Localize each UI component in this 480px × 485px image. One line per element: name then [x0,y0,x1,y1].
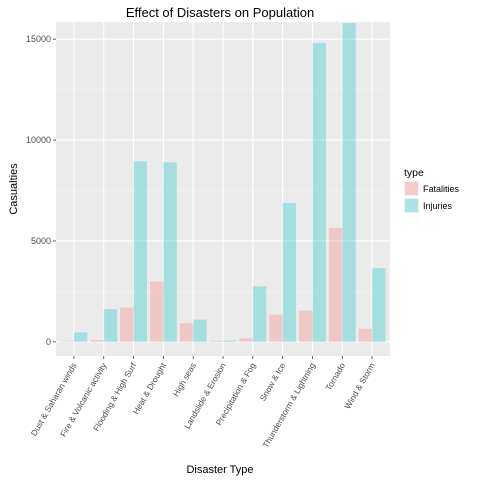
bar-fatalities-2 [120,307,134,342]
bar-fatalities-6 [239,338,253,342]
bar-fatalities-8 [299,310,313,342]
legend-label-fatalities: Fatalities [423,184,460,194]
x-axis-title: Disaster Type [186,464,253,476]
legend-swatch-fatalities [405,182,418,195]
bar-fatalities-4 [179,323,194,342]
bar-fatalities-10 [358,328,373,342]
bar-fatalities-0 [60,341,74,342]
x-tick-label: Snow & Ice [258,361,288,403]
x-tick-label: Tornado [323,361,347,393]
bar-injuries-4 [193,319,207,342]
legend-key-bg [404,181,419,196]
y-tick-label: 5000 [31,236,51,246]
bar-injuries-6 [252,286,267,342]
legend: type Fatalities Injuries [404,167,460,213]
bar-injuries-9 [342,23,356,342]
y-tick-label: 10000 [26,135,51,145]
bar-fatalities-1 [90,340,104,342]
x-tick-label: High seas [171,361,198,398]
x-tick-label: Wind & Storm [342,361,377,411]
legend-label-injuries: Injuries [423,201,453,211]
bar-injuries-10 [372,268,386,342]
legend-title: type [404,167,424,179]
y-axis-title: Casualties [8,163,20,215]
bar-injuries-1 [103,309,118,342]
bar-fatalities-5 [209,340,223,342]
bar-fatalities-3 [149,281,164,342]
legend-key-bg [404,198,419,213]
bars [60,23,386,342]
y-tick-label: 15000 [26,34,51,44]
bar-injuries-2 [133,161,147,342]
bar-injuries-0 [73,332,88,342]
grid-lines [56,22,390,356]
y-tick-label: 0 [46,337,51,347]
y-axis-ticks: 0 5000 10000 15000 [26,34,56,347]
bar-injuries-5 [223,340,237,342]
bar-fatalities-9 [328,227,343,342]
chart-title: Effect of Disasters on Population [126,5,314,20]
x-tick-label: Thunderstorm & Lightning [260,361,317,450]
bar-injuries-3 [163,162,177,342]
legend-swatch-injuries [405,199,418,212]
bar-fatalities-7 [269,314,283,342]
bar-injuries-8 [312,43,326,342]
bar-injuries-7 [282,203,297,342]
